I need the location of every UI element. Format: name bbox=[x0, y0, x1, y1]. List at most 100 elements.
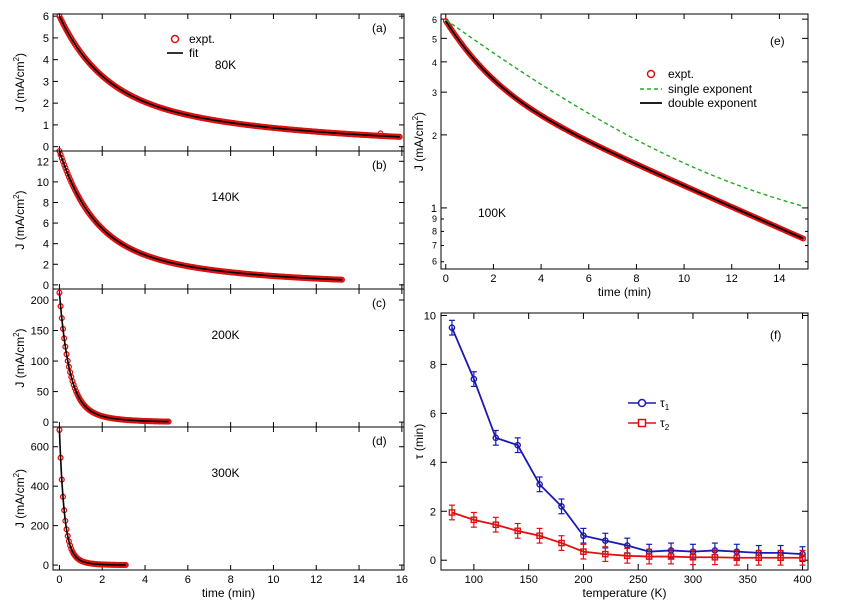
x-axis-label-d: time (min) bbox=[202, 586, 255, 600]
y-minor-tick-label-e: 6 bbox=[432, 257, 437, 267]
y-axis-label-sup: 2 bbox=[12, 194, 21, 199]
x-tick-label-f: 350 bbox=[739, 574, 757, 586]
x-tick-label-f: 400 bbox=[793, 574, 811, 586]
y-tick-label-f: 10 bbox=[424, 310, 436, 322]
data-point bbox=[711, 553, 719, 561]
y-tick-label-f: 2 bbox=[430, 506, 436, 518]
x-tick-label-f: 250 bbox=[629, 574, 647, 586]
temperature-annotation-a: 80K bbox=[215, 58, 236, 72]
y-axis-label-d: J (mA/cm2) bbox=[12, 469, 27, 528]
panel-f: 0 2 4 6 8 10 100 150 200 250 300 350 400 temperature … bbox=[412, 310, 812, 600]
y-tick-label-c: 100 bbox=[31, 356, 49, 368]
y-tick-label-a: 1 bbox=[43, 120, 49, 132]
y-axis-label-end: ) bbox=[13, 53, 27, 57]
y-tick-label-b: 6 bbox=[43, 218, 49, 230]
data-point bbox=[623, 552, 631, 560]
legend-label-expt: expt. bbox=[189, 32, 215, 46]
y-axis-label-sup: 2 bbox=[411, 115, 420, 120]
temperature-annotation-b: 140K bbox=[211, 190, 239, 204]
data-point bbox=[514, 527, 521, 535]
y-minor-tick-label-e: 8 bbox=[432, 226, 437, 236]
x-tick-label-d: 16 bbox=[396, 574, 408, 586]
legend-label-sub: 2 bbox=[665, 423, 670, 432]
panel-frame-c bbox=[52, 288, 405, 428]
y-axis-label-f: τ (min) bbox=[412, 424, 426, 459]
data-point bbox=[580, 548, 587, 555]
expt-marker bbox=[64, 170, 71, 177]
legend-label-1: τ1 bbox=[660, 396, 670, 412]
data-point bbox=[558, 539, 565, 547]
panel-c: 0 50 100 150 200 (c) 200K bbox=[31, 289, 404, 429]
fit-line-d bbox=[58, 429, 126, 566]
legend-label-fit: fit bbox=[189, 46, 199, 60]
y-axis-label-sup: 2 bbox=[12, 472, 21, 477]
y-axis-label-end: ) bbox=[13, 190, 27, 194]
data-point bbox=[645, 553, 653, 560]
expt-markers-a bbox=[56, 13, 403, 140]
panel-d: 0 200 400 600 0 2 4 6 8 10 12 14 16 time (min) (d) 300K bbox=[31, 426, 408, 600]
data-point bbox=[733, 554, 741, 562]
y-tick-label-a: 3 bbox=[43, 76, 49, 88]
legend-marker-1 bbox=[637, 398, 647, 408]
x-tick-label-e: 4 bbox=[538, 273, 544, 285]
data-point bbox=[602, 550, 609, 558]
x-tick-label-e: 2 bbox=[490, 273, 496, 285]
expt-markers-d bbox=[56, 426, 129, 569]
panel-frame-e bbox=[440, 13, 809, 270]
panel-label-c: (c) bbox=[372, 296, 386, 310]
y-tick-label-c: 150 bbox=[31, 326, 49, 338]
y-axis-label-main: J (mA/cm bbox=[13, 477, 27, 528]
x-tick-label-e: 8 bbox=[633, 273, 639, 285]
data-point bbox=[580, 532, 587, 540]
y-tick-label-b: 10 bbox=[37, 177, 49, 189]
y-tick-label-e: 3 bbox=[432, 88, 437, 98]
y-tick-label-b: 2 bbox=[43, 259, 49, 271]
y-axis-label-main: J (mA/cm bbox=[13, 61, 27, 112]
temperature-annotation-c: 200K bbox=[211, 328, 239, 342]
y-axis-label-b: J (mA/cm2) bbox=[12, 190, 27, 249]
x-tick-label-f: 200 bbox=[574, 574, 592, 586]
data-point bbox=[536, 481, 543, 488]
legend-marker-expt-e bbox=[646, 69, 656, 79]
y-tick-label-d: 200 bbox=[31, 521, 49, 533]
y-tick-label-f: 4 bbox=[430, 457, 436, 469]
y-tick-label-e: 2 bbox=[432, 131, 437, 141]
single-exponent-line bbox=[445, 19, 804, 207]
y-tick-label-f: 8 bbox=[430, 359, 436, 371]
data-point bbox=[558, 503, 565, 510]
y-tick-label-b: 8 bbox=[43, 197, 49, 209]
data-point bbox=[448, 324, 456, 331]
legend-label-single: single exponent bbox=[668, 82, 753, 96]
x-tick-label-d: 2 bbox=[99, 574, 105, 586]
y-tick-label-b: 4 bbox=[43, 239, 49, 251]
x-tick-label-f: 300 bbox=[684, 574, 702, 586]
legend-label-double: double exponent bbox=[668, 96, 757, 110]
series-τ2 bbox=[448, 504, 806, 566]
legend-label-main: τ bbox=[660, 416, 665, 430]
data-point bbox=[492, 521, 500, 529]
expt-marker bbox=[62, 164, 69, 171]
y-tick-label-c: 0 bbox=[43, 417, 49, 429]
y-tick-label-a: 2 bbox=[43, 98, 49, 110]
expt-marker bbox=[71, 385, 78, 392]
x-tick-label-d: 0 bbox=[56, 574, 62, 586]
x-tick-label-f: 100 bbox=[465, 574, 483, 586]
y-minor-tick-label-e: 7 bbox=[432, 240, 437, 250]
x-tick-label-e: 0 bbox=[443, 273, 449, 285]
y-tick-label-a: 4 bbox=[43, 55, 49, 67]
y-axis-label-end: ) bbox=[412, 112, 426, 116]
x-tick-label-d: 6 bbox=[185, 574, 191, 586]
y-axis-label-c: J (mA/cm2) bbox=[12, 328, 27, 387]
y-tick-label-c: 50 bbox=[37, 387, 49, 399]
panel-label-a: (a) bbox=[372, 21, 387, 35]
y-tick-label-f: 0 bbox=[430, 555, 436, 567]
x-tick-label-d: 10 bbox=[267, 574, 279, 586]
y-tick-label-e: 1 bbox=[431, 203, 437, 215]
y-axis-label-e: J (mA/cm2) bbox=[411, 112, 426, 171]
y-axis-label-main: J (mA/cm bbox=[412, 120, 426, 171]
data-point bbox=[777, 554, 784, 562]
expt-markers-e bbox=[442, 18, 807, 242]
temperature-annotation-d: 300K bbox=[211, 466, 239, 480]
panel-label-f: (f) bbox=[770, 328, 781, 342]
